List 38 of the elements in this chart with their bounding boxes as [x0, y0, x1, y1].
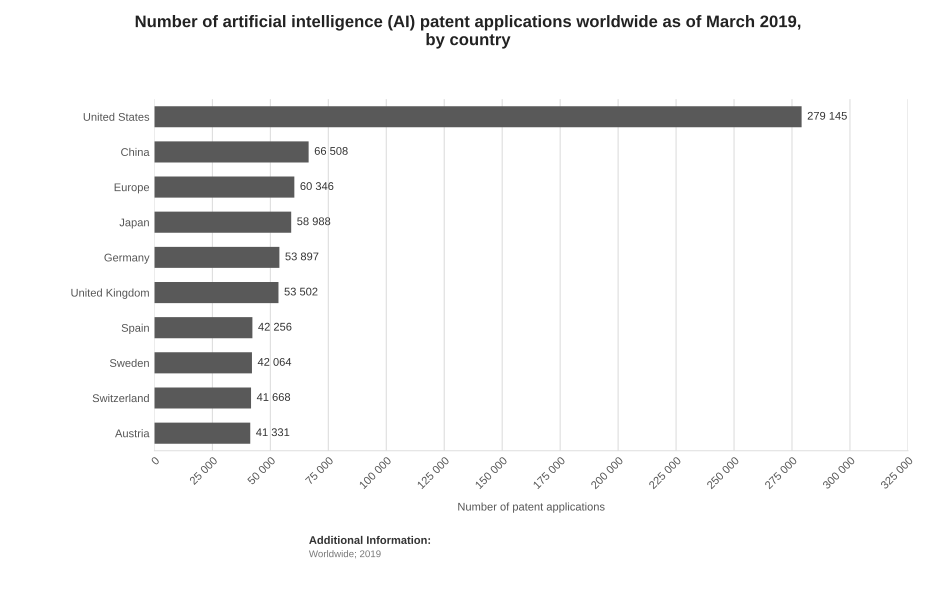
y-tick-label: Sweden [110, 358, 149, 367]
y-tick-label: China [121, 148, 150, 156]
x-tick-label: 250 000 [706, 456, 740, 490]
x-tick-label: 100 000 [358, 456, 392, 490]
data-label: 42 256 [258, 322, 292, 331]
x-tick-label: 50 000 [246, 456, 276, 486]
x-tick-label: 200 000 [590, 456, 624, 490]
y-tick-label: Austria [115, 429, 150, 438]
chart-title: Number of artificial intelligence (AI) patent applications worldwide as of March 2019, by country [136, 15, 800, 49]
x-tick-label: 175 000 [532, 456, 566, 490]
data-label: 41 668 [256, 393, 290, 401]
y-tick-label: United States [84, 112, 150, 121]
x-tick-label: 225 000 [648, 456, 682, 490]
data-label: 58 988 [297, 217, 330, 226]
data-label: 42 064 [258, 358, 292, 366]
data-label: 60 346 [300, 182, 334, 190]
y-tick-label: Japan [119, 218, 149, 229]
x-tick-label: 75 000 [304, 456, 334, 486]
x-tick-label: 25 000 [188, 456, 218, 486]
x-axis-title: Number of patent applications [458, 502, 605, 513]
data-label: 66 508 [314, 147, 348, 155]
y-tick-label: Germany [104, 254, 150, 264]
x-tick-label: 125 000 [416, 456, 450, 490]
x-tick-label: 150 000 [474, 456, 508, 490]
y-tick-label: Spain [122, 324, 149, 334]
x-tick-label: 275 000 [764, 456, 798, 490]
x-tick-label: 0 [150, 456, 160, 466]
y-tick-label: Switzerland [92, 394, 149, 402]
data-label: 53 502 [284, 288, 318, 296]
data-label: 53 897 [285, 252, 318, 260]
text: Additional Information: [309, 536, 430, 544]
y-tick-label: United Kingdom [71, 288, 149, 299]
y-tick-label: Europe [114, 183, 150, 194]
x-tick-label: 300 000 [822, 456, 856, 490]
text: Worldwide; 2019 [308, 550, 381, 558]
data-label: 41 331 [256, 428, 290, 436]
x-tick-label: 325 000 [880, 456, 914, 490]
data-label: 279 145 [808, 112, 847, 120]
